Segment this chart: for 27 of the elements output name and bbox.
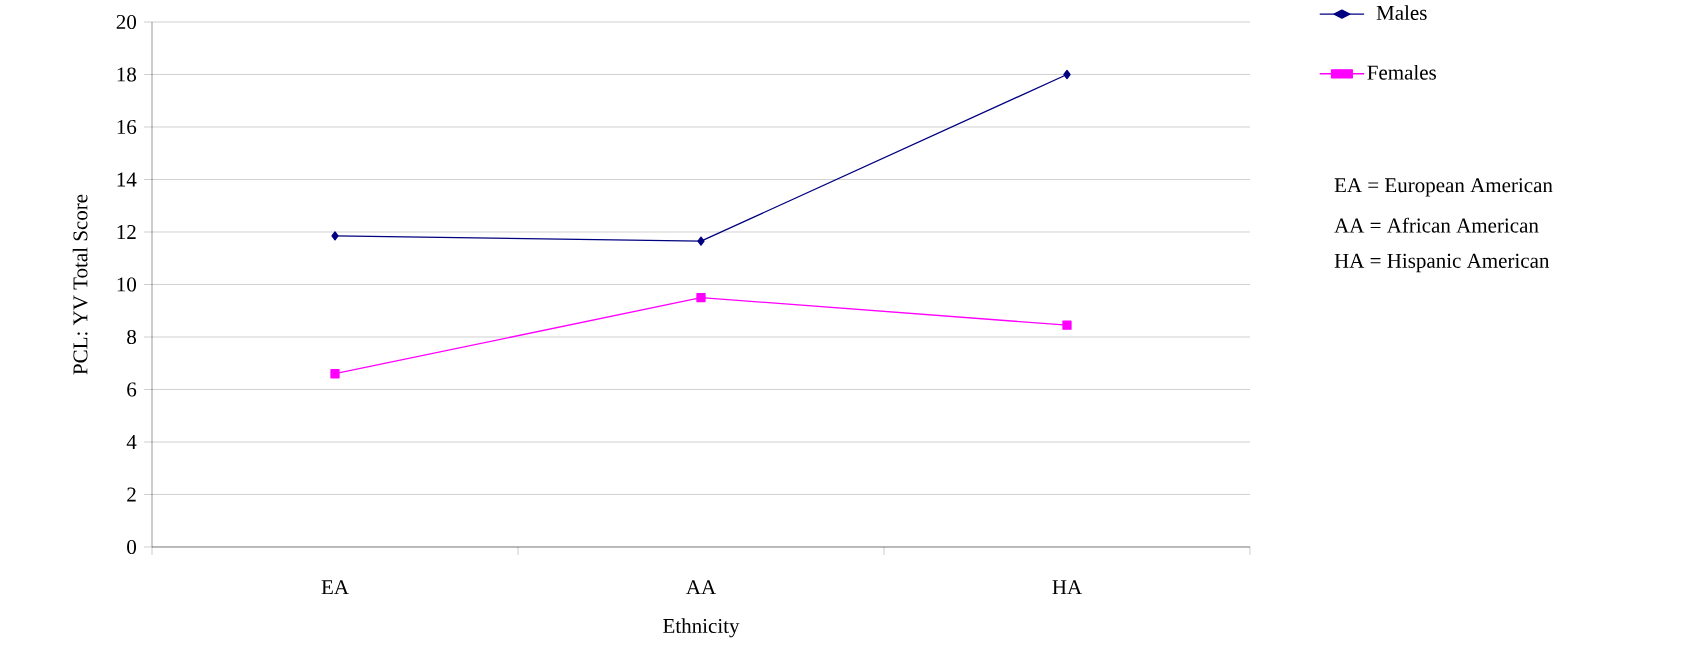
y-tick-label: 20 (116, 14, 137, 30)
x-tick-label: AA (686, 580, 717, 595)
point (696, 292, 706, 303)
legend-label: Females (1367, 64, 1436, 80)
y-tick-label: 0 (127, 539, 137, 555)
y-tick-label: 10 (117, 277, 137, 292)
x-tick-label: EA (321, 580, 349, 595)
y-tick-label: 18 (117, 67, 137, 82)
point (331, 231, 339, 241)
y-tick-label: 2 (127, 487, 136, 502)
point (697, 236, 705, 246)
text: AA = African American (1334, 217, 1539, 233)
text: HA = Hispanic American (1334, 253, 1550, 273)
x-tick-label: HA (1052, 580, 1083, 595)
y-tick-label: 12 (117, 225, 136, 239)
y-axis-title: PCL: YV Total Score (72, 194, 88, 375)
point (1062, 320, 1072, 330)
point (1063, 69, 1071, 80)
point (330, 369, 340, 379)
text: EA = European American (1334, 178, 1553, 197)
y-tick-label: 4 (126, 435, 137, 449)
y-tick-label: 16 (117, 119, 137, 135)
y-tick-label: 14 (117, 172, 137, 187)
y-tick-label: 6 (127, 382, 137, 397)
legend-label: Males (1376, 5, 1427, 20)
y-tick-label: 8 (127, 329, 137, 345)
x-axis-title: Ethnicity (663, 618, 740, 638)
